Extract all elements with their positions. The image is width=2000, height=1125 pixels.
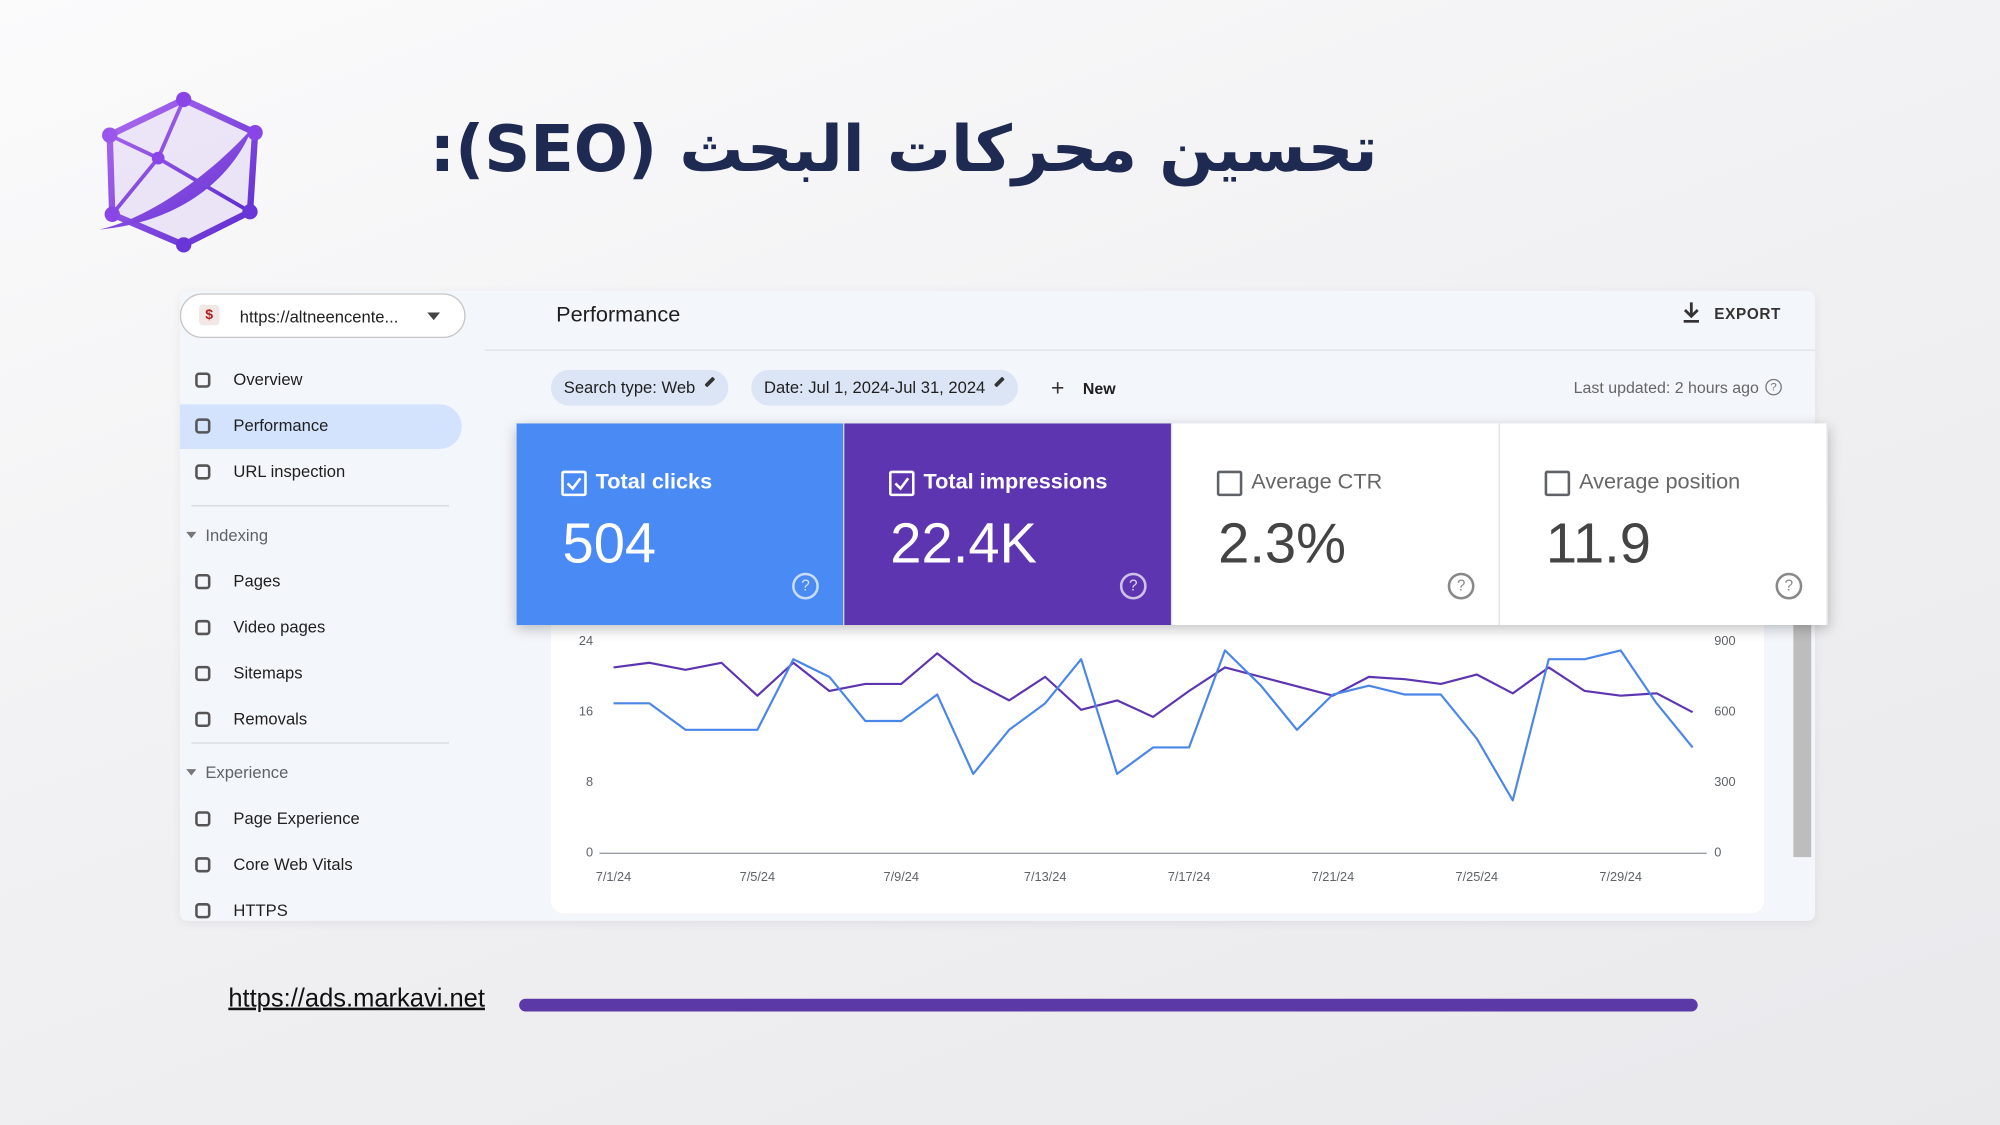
nav-icon bbox=[195, 857, 211, 873]
filter-chip[interactable]: Date: Jul 1, 2024-Jul 31, 2024 bbox=[751, 369, 1019, 406]
check bbox=[894, 477, 910, 491]
nav-icon bbox=[195, 903, 211, 919]
chart-card: 0 8 16 24 0 300 600 900 7/1/24 7/5/24 7/9/24 7/13/2… bbox=[551, 599, 1765, 914]
nav-icon bbox=[195, 418, 211, 434]
help-icon: ? bbox=[1775, 572, 1803, 600]
series-line bbox=[613, 649, 1694, 802]
y2-tick-label: 900 bbox=[1714, 633, 1735, 648]
y-tick-label: 8 bbox=[586, 774, 593, 789]
y-tick-label: 0 bbox=[586, 845, 593, 860]
divider bbox=[484, 349, 1816, 351]
nav-icon bbox=[195, 811, 211, 827]
checkbox bbox=[889, 470, 915, 497]
section-arrow bbox=[186, 531, 197, 539]
checkbox bbox=[561, 470, 587, 497]
nav-icon bbox=[195, 573, 211, 590]
help-icon: ? bbox=[792, 572, 819, 600]
nav-icon bbox=[195, 464, 211, 480]
site-icon: $ bbox=[198, 304, 220, 326]
nav-icon bbox=[195, 619, 211, 636]
help-icon: ? bbox=[1119, 572, 1147, 600]
property-url: https://altneencente... bbox=[239, 307, 399, 327]
x-tick-label: 7/29/24 bbox=[1599, 869, 1642, 884]
check bbox=[566, 477, 582, 491]
y-tick-label: 16 bbox=[579, 704, 593, 719]
page-heading: Performance bbox=[556, 302, 681, 327]
download-icon bbox=[1683, 302, 1699, 323]
logo bbox=[99, 91, 263, 253]
section-arrow bbox=[186, 769, 197, 776]
checkbox bbox=[1216, 470, 1243, 497]
edit-icon bbox=[704, 376, 716, 388]
nav-item[interactable]: Core Web Vitals bbox=[233, 854, 353, 874]
checkbox bbox=[1544, 470, 1571, 497]
nav-item[interactable]: HTTPS bbox=[233, 900, 288, 920]
nav-item[interactable]: Pages bbox=[233, 571, 281, 591]
nav-active-bg bbox=[179, 404, 462, 449]
dropdown-arrow bbox=[427, 312, 441, 321]
metric-cards: Total clicks 504? Total impressions 22.4K? A… bbox=[516, 423, 1828, 625]
filter-chip[interactable]: Search type: Web bbox=[551, 369, 729, 406]
y-tick-label: 24 bbox=[579, 633, 593, 648]
metric-label: Total impressions bbox=[923, 469, 1108, 494]
metric-value: 11.9 bbox=[1545, 512, 1651, 576]
x-tick-label: 7/13/24 bbox=[1024, 869, 1067, 884]
nav-item[interactable]: Overview bbox=[233, 369, 303, 390]
metric-label: Average position bbox=[1579, 469, 1741, 494]
x-tick-label: 7/25/24 bbox=[1456, 869, 1499, 884]
x-tick-label: 7/5/24 bbox=[740, 869, 775, 884]
chart: 0 8 16 24 0 300 600 900 7/1/24 7/5/24 7/9/24 7/13/2… bbox=[579, 633, 1736, 884]
nav-icon bbox=[195, 711, 211, 728]
scrollbar bbox=[1793, 624, 1812, 858]
footer-bar bbox=[519, 998, 1698, 1012]
footer-link[interactable]: https://ads.markavi.net bbox=[228, 984, 485, 1013]
metric-card[interactable]: Total clicks 504? bbox=[516, 423, 845, 625]
divider bbox=[191, 742, 449, 744]
property-selector[interactable]: $ https://altneencente... bbox=[179, 293, 466, 339]
x-tick-label: 7/1/24 bbox=[596, 869, 631, 884]
x-tick-label: 7/9/24 bbox=[884, 869, 919, 884]
plus-icon: + bbox=[1051, 374, 1065, 401]
last-updated: Last updated: 2 hours ago bbox=[1573, 378, 1759, 397]
metric-card[interactable]: Total impressions 22.4K? bbox=[844, 423, 1173, 625]
help-icon: ? bbox=[1447, 572, 1475, 600]
nav-item[interactable]: Removals bbox=[233, 709, 308, 729]
x-tick-label: 7/17/24 bbox=[1168, 869, 1211, 884]
edit-icon bbox=[994, 376, 1006, 388]
metric-value: 504 bbox=[562, 512, 657, 576]
metric-card[interactable]: Average CTR 2.3%? bbox=[1172, 423, 1500, 625]
nav-item[interactable]: Page Experience bbox=[233, 808, 360, 828]
divider bbox=[191, 505, 449, 507]
nav-item[interactable]: Video pages bbox=[233, 617, 326, 637]
metric-value: 2.3% bbox=[1218, 512, 1347, 576]
metric-label: Average CTR bbox=[1251, 469, 1383, 494]
metric-value: 22.4K bbox=[890, 512, 1037, 576]
metric-label: Total clicks bbox=[595, 469, 713, 494]
nav-item[interactable]: URL inspection bbox=[233, 461, 346, 481]
series-line bbox=[613, 652, 1694, 718]
help-icon: ? bbox=[1765, 378, 1782, 396]
slide-title: تحسين محركات البحث (SEO): bbox=[429, 112, 1378, 187]
new-filter[interactable]: New bbox=[1082, 380, 1116, 398]
nav-icon bbox=[195, 665, 211, 682]
metric-card[interactable]: Average position 11.9? bbox=[1499, 423, 1828, 625]
nav-icon bbox=[195, 372, 211, 388]
section-title: Indexing bbox=[205, 525, 269, 545]
y2-tick-label: 300 bbox=[1714, 774, 1735, 789]
nav-item[interactable]: Sitemaps bbox=[233, 663, 303, 683]
y2-tick-label: 0 bbox=[1714, 845, 1721, 860]
section-title: Experience bbox=[205, 762, 289, 782]
nav-item[interactable]: Performance bbox=[233, 415, 329, 435]
x-tick-label: 7/21/24 bbox=[1312, 869, 1355, 884]
export-button[interactable]: EXPORT bbox=[1714, 304, 1782, 323]
y2-tick-label: 600 bbox=[1714, 704, 1735, 719]
